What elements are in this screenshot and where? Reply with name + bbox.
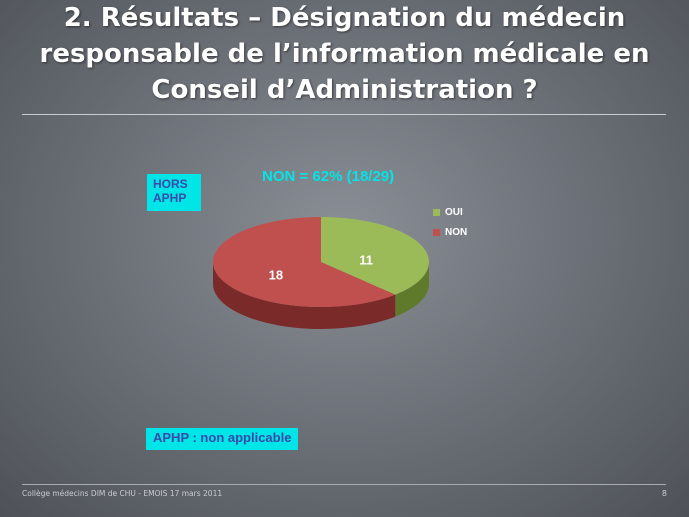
title-divider [22, 114, 666, 115]
pie-side-oui [395, 262, 429, 317]
hors-aphp-badge: HORS APHP [147, 174, 201, 211]
slide-title: 2. Résultats – Désignation du médecin re… [20, 0, 669, 108]
title-line-1: 2. Résultats – Désignation du médecin [63, 3, 626, 33]
chart-title: NON = 62% (18/29) [262, 168, 395, 185]
legend-item-non: NON [433, 227, 467, 238]
hors-badge-line-1: HORS [153, 177, 188, 191]
pie-slice-oui [321, 217, 430, 295]
page-number: 8 [661, 489, 667, 498]
legend-item-oui: OUI [433, 207, 463, 218]
legend-swatch-non [433, 229, 440, 236]
title-line-3: Conseil d’Administration ? [151, 75, 538, 105]
pie-value-label-non: 18 [269, 267, 283, 282]
title-line-2: responsable de l’information médicale en [39, 39, 650, 69]
hors-badge-line-2: APHP [153, 191, 187, 205]
footer-text: Collège médecins DIM de CHU - EMOIS 17 m… [22, 489, 223, 498]
aphp-not-applicable-badge: APHP : non applicable [146, 428, 299, 450]
pie-group: 11 18 [212, 217, 430, 330]
pie-side-non [213, 262, 396, 330]
pie-value-label-oui: 11 [359, 253, 373, 268]
legend-label-oui: OUI [445, 207, 463, 218]
legend-swatch-oui [433, 209, 440, 216]
legend-label-non: NON [445, 227, 468, 238]
pie-slice-non [212, 217, 396, 307]
footer-divider [22, 484, 666, 485]
